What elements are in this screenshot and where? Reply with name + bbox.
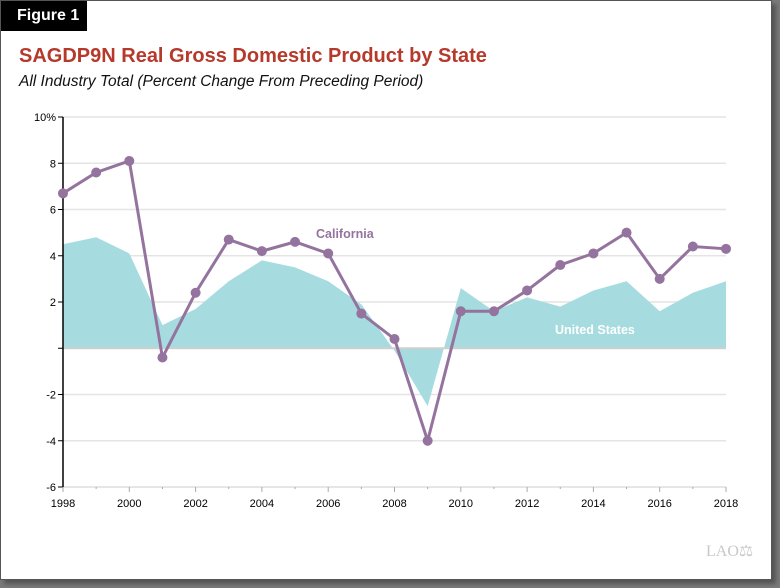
california-point [389,334,400,344]
california-point [91,167,102,178]
figure-label: Figure 1 [1,1,87,31]
y-tick-label: 10% [34,112,56,124]
chart-subtitle: All Industry Total (Percent Change From … [19,73,424,90]
chart-title: SAGDP9N Real Gross Domestic Product by S… [19,45,487,67]
x-tick-label: 2008 [382,498,406,510]
california-point [356,308,367,319]
series-label-united-states: United States [555,323,635,337]
x-tick-label: 2018 [714,498,738,510]
california-point [256,246,267,257]
x-tick-label: 2016 [647,498,671,510]
california-point [323,248,334,259]
california-point [157,352,168,363]
x-tick-label: 2012 [515,498,539,510]
x-tick-label: 2010 [449,498,473,510]
california-point [588,248,599,259]
x-tick-label: 2002 [183,498,207,510]
y-tick-label: -2 [46,390,56,402]
y-tick-label: 4 [50,251,56,263]
california-point [124,155,135,166]
x-tick-label: 2000 [117,498,141,510]
california-point [687,241,698,252]
x-tick-label: 2014 [581,498,605,510]
california-point [621,227,632,238]
x-tick-label: 1998 [51,498,75,510]
california-point [522,285,533,296]
x-tick-label: 2006 [316,498,340,510]
california-point [654,273,665,284]
california-point [58,188,68,199]
y-tick-label: 2 [50,297,56,309]
y-tick-label: -6 [46,482,56,494]
california-point [290,236,301,247]
x-tick-label: 2004 [250,498,274,510]
california-point [555,260,566,270]
california-point [455,306,466,317]
us-area [63,237,726,407]
california-point [488,306,499,317]
y-tick-label: 6 [50,205,56,217]
y-tick-label: -4 [46,436,56,448]
series-label-california: California [316,227,375,241]
lao-logo: LAO⚖ [706,543,754,560]
california-point [721,243,731,254]
california-point [422,435,433,446]
california-point [223,234,234,245]
y-tick-label: 8 [50,158,56,170]
california-point [190,287,201,298]
